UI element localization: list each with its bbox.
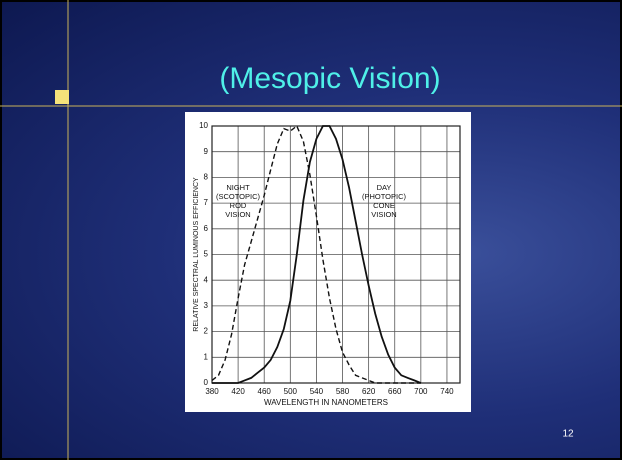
y-tick-label: 8 [204, 173, 209, 182]
chart: 380 420 460 500 540 580 620 660 700 740 0 1 2 3 4 5 6 7 8 9… [193, 121, 461, 407]
accent-square [55, 90, 69, 104]
y-tick-label: 2 [204, 327, 209, 336]
x-tick-label: 540 [310, 387, 324, 396]
x-tick-label: 660 [388, 387, 402, 396]
y-axis-label: RELATIVE SPECTRAL LUMINOUS EFFICIENCY [193, 177, 200, 332]
x-tick-label: 420 [231, 387, 245, 396]
slide-title: (Mesopic Vision) [219, 62, 440, 95]
annotation: VISION [371, 210, 396, 219]
y-tick-label: 9 [204, 147, 209, 156]
annotation: ROD [230, 201, 247, 210]
annotation: (PHOTOPIC) [362, 192, 407, 201]
annotation: (SCOTOPIC) [216, 192, 261, 201]
series-line [211, 124, 421, 384]
chart-background [185, 112, 471, 412]
y-tick-label: 7 [204, 198, 209, 207]
series-line [212, 125, 422, 384]
y-tick-label: 5 [204, 250, 209, 259]
plot-frame [211, 125, 461, 384]
x-tick-label: 700 [414, 387, 428, 396]
x-tick-label: 580 [336, 387, 350, 396]
y-tick-label: 3 [204, 301, 209, 310]
x-tick-label: 380 [205, 387, 219, 396]
y-tick-label: 1 [204, 352, 209, 361]
y-tick-label: 0 [204, 378, 209, 387]
y-tick-label: 10 [199, 121, 208, 130]
y-tick-label: 6 [204, 224, 209, 233]
annotation: CONE [373, 201, 395, 210]
x-tick-label: 500 [284, 387, 298, 396]
annotation: VISION [225, 210, 250, 219]
x-tick-label: 620 [362, 387, 376, 396]
x-tick-label: 460 [258, 387, 272, 396]
annotation: DAY [377, 183, 392, 192]
x-axis-label: WAVELENGTH IN NANOMETERS [264, 398, 388, 407]
y-tick-label: 4 [204, 275, 209, 284]
x-tick-label: 740 [440, 387, 454, 396]
annotation: NIGHT [226, 183, 250, 192]
slide-number: 12 [562, 429, 574, 440]
